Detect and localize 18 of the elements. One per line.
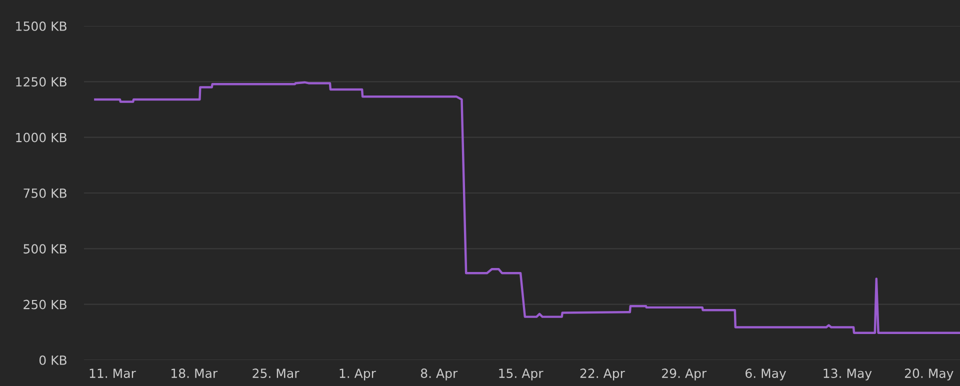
y-tick-label: 750 KB (24, 188, 66, 198)
x-tick-label: 6. May (746, 368, 786, 380)
x-tick-label: 1. Apr (340, 368, 376, 380)
x-tick-label: 25. Mar (252, 368, 300, 378)
y-tick-label: 1000 KB (16, 132, 66, 142)
y-tick-label: 250 KB (24, 300, 66, 310)
x-tick-label: 15. Apr (499, 368, 544, 380)
y-tick-label: 0 KB (39, 355, 66, 365)
y-tick-label: 1500 KB (16, 21, 66, 31)
x-tick-label: 11. Mar (90, 368, 136, 378)
x-tick-label: 29. Apr (662, 368, 707, 380)
x-tick-label: 13. May (824, 368, 872, 380)
x-tick-label: 20. May (904, 368, 954, 380)
y-tick-label: 500 KB (24, 244, 66, 254)
x-tick-label: 8. Apr (420, 368, 458, 380)
x-tick-label: 18. Mar (172, 368, 218, 378)
y-tick-label: 1250 KB (16, 77, 66, 87)
x-tick-label: 22. Apr (580, 368, 625, 380)
